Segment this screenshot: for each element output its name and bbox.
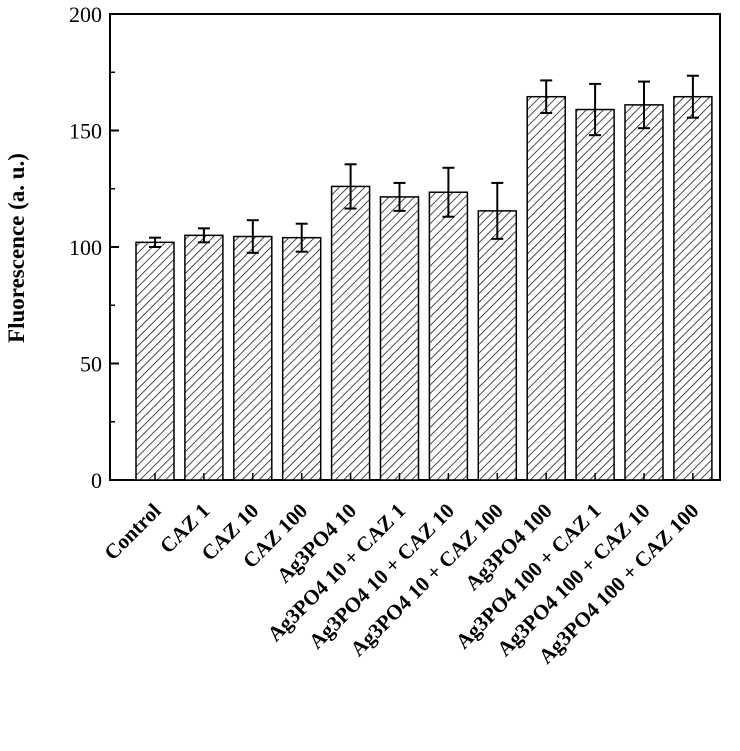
bar	[184, 234, 224, 481]
y-tick-label: 50	[80, 352, 102, 377]
y-tick-label: 150	[69, 119, 102, 144]
y-tick-label: 0	[91, 468, 102, 493]
x-category-label: Control	[99, 498, 165, 564]
bar	[477, 210, 518, 481]
bar	[135, 241, 175, 481]
bar	[281, 236, 322, 481]
bar	[379, 196, 420, 481]
bar	[526, 95, 566, 481]
y-tick-label: 100	[69, 235, 102, 260]
bar	[575, 108, 615, 481]
bar	[428, 191, 469, 481]
y-axis-title: Fluorescence (a. u.)	[4, 153, 29, 343]
bar	[330, 185, 371, 481]
bar	[673, 95, 713, 481]
bar	[233, 235, 273, 481]
error-bars-group	[149, 74, 699, 254]
bar	[624, 104, 664, 481]
y-axis: 0 50 100 150 200	[69, 2, 119, 493]
y-tick-label: 200	[69, 2, 102, 27]
bars-group	[135, 95, 713, 481]
